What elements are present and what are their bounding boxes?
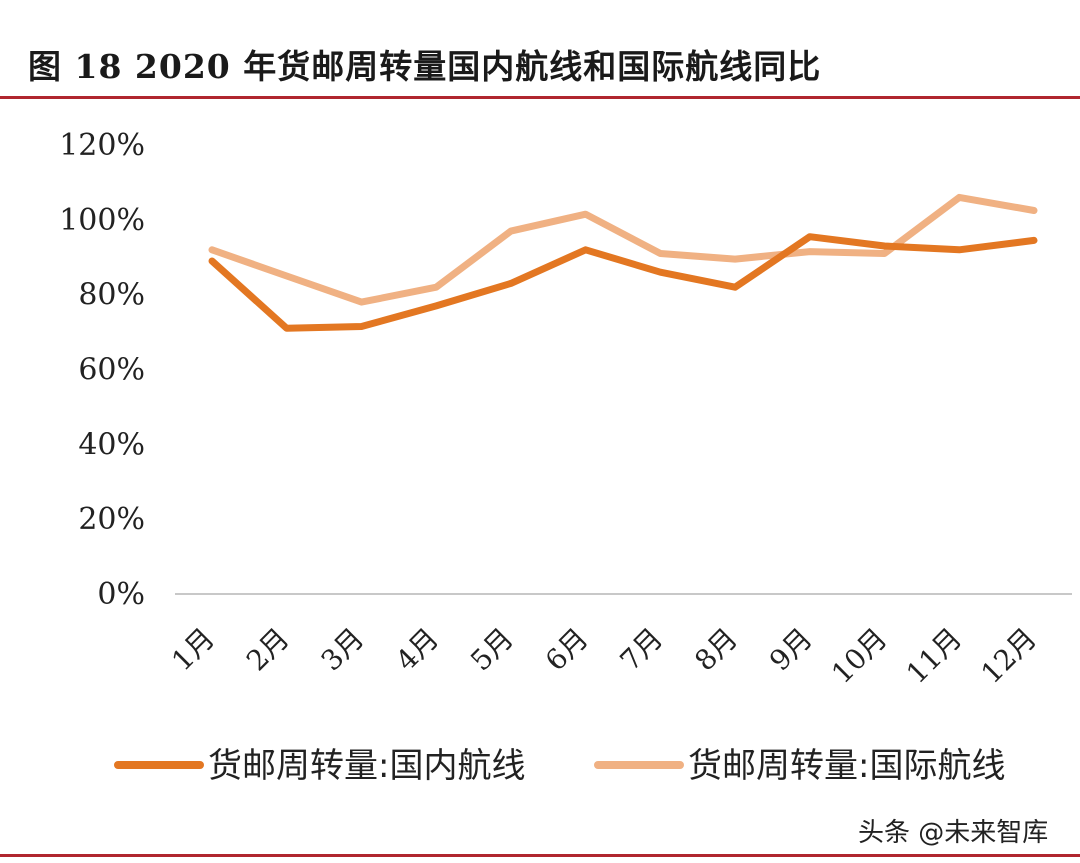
x-tick-label: 10月 bbox=[825, 622, 893, 690]
legend-label: 货邮周转量:国际航线 bbox=[688, 746, 1005, 786]
series-line-domestic bbox=[208, 233, 1038, 332]
x-axis: 1月 2月 3月 4月 5月 6月 7月 8月 9月 10月 11月 12月 bbox=[165, 622, 1043, 690]
series-lines bbox=[208, 193, 1038, 332]
y-tick-label: 80% bbox=[78, 278, 145, 313]
x-tick-label: 9月 bbox=[763, 622, 819, 678]
y-tick-label: 120% bbox=[59, 128, 145, 163]
legend-label: 货邮周转量:国内航线 bbox=[208, 746, 525, 786]
x-tick-label: 2月 bbox=[240, 622, 296, 678]
legend: 货邮周转量:国内航线 货邮周转量:国际航线 bbox=[114, 746, 1005, 786]
y-tick-label: 40% bbox=[78, 427, 145, 462]
x-tick-label: 1月 bbox=[165, 622, 221, 678]
y-tick-label: 60% bbox=[78, 353, 145, 388]
chart-title: 图 18 2020 年货邮周转量国内航线和国际航线同比 bbox=[28, 47, 822, 86]
title-divider bbox=[0, 96, 1080, 99]
bottom-divider bbox=[0, 854, 1080, 857]
x-tick-label: 6月 bbox=[539, 622, 595, 678]
y-axis: 0% 20% 40% 60% 80% 100% 120% bbox=[59, 128, 145, 612]
x-tick-label: 5月 bbox=[464, 622, 520, 678]
x-tick-label: 11月 bbox=[900, 622, 968, 690]
y-tick-label: 100% bbox=[59, 203, 145, 238]
x-tick-label: 8月 bbox=[688, 622, 744, 678]
x-tick-label: 7月 bbox=[614, 622, 670, 678]
y-tick-label: 20% bbox=[78, 502, 145, 537]
x-tick-label: 4月 bbox=[389, 622, 445, 678]
y-tick-label: 0% bbox=[97, 577, 145, 612]
x-tick-label: 3月 bbox=[315, 622, 371, 678]
x-tick-label: 12月 bbox=[975, 622, 1043, 690]
watermark: 头条 @未来智库 bbox=[858, 818, 1049, 848]
